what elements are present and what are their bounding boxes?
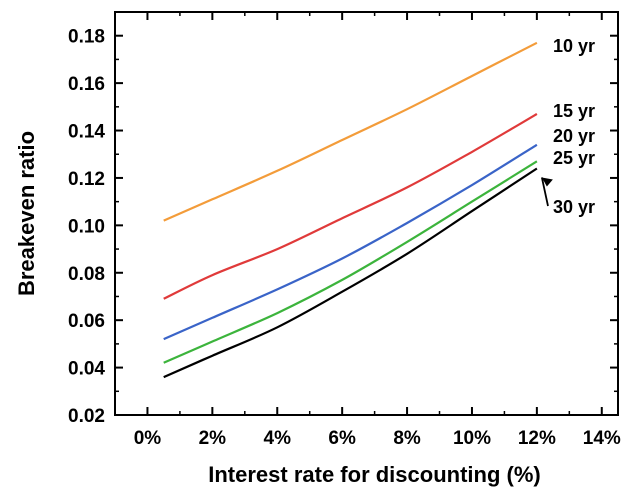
axes: 0% 2% 4% 6% 8% 10% 12% 14% 0.02 0.04 0.06 0.08 0.10 0… <box>68 11 621 449</box>
plot-frame <box>114 11 619 416</box>
series-label-15-yr: 15 yr <box>553 101 595 121</box>
y-tick-label: 0.10 <box>68 216 105 237</box>
y-tick-label: 0.04 <box>68 359 105 380</box>
series-label-arrow-line <box>540 177 549 207</box>
series-line-25-yr <box>163 160 538 364</box>
series-label-10-yr: 10 yr <box>553 36 595 56</box>
series-line-30-yr <box>163 167 538 379</box>
series-label-arrow-head <box>541 177 553 187</box>
x-tick-label: 12% <box>518 428 556 449</box>
series-line-10-yr <box>163 41 538 222</box>
y-axis-title: Breakeven ratio <box>14 131 39 296</box>
x-tick-label: 4% <box>264 428 292 449</box>
x-tick-label: 0% <box>134 428 162 449</box>
y-tick-label: 0.14 <box>68 122 105 143</box>
series-line-15-yr <box>163 112 538 300</box>
x-tick-label: 2% <box>199 428 227 449</box>
series-label-30-yr: 30 yr <box>553 197 595 217</box>
y-tick-label: 0.06 <box>68 311 105 332</box>
y-tick-label: 0.16 <box>68 74 105 95</box>
x-tick-label: 14% <box>583 428 621 449</box>
series-lines <box>163 41 538 379</box>
x-tick-label: 10% <box>453 428 491 449</box>
y-tick-label: 0.02 <box>68 406 105 427</box>
series-line-20-yr <box>163 143 538 341</box>
x-tick-label: 6% <box>328 428 356 449</box>
series-label-20-yr: 20 yr <box>553 126 595 146</box>
series-label-25-yr: 25 yr <box>553 148 595 168</box>
y-tick-label: 0.08 <box>68 264 105 285</box>
y-tick-label: 0.18 <box>68 27 105 48</box>
y-tick-label: 0.12 <box>68 169 105 190</box>
x-axis-title: Interest rate for discounting (%) <box>208 462 540 487</box>
x-tick-label: 8% <box>393 428 421 449</box>
